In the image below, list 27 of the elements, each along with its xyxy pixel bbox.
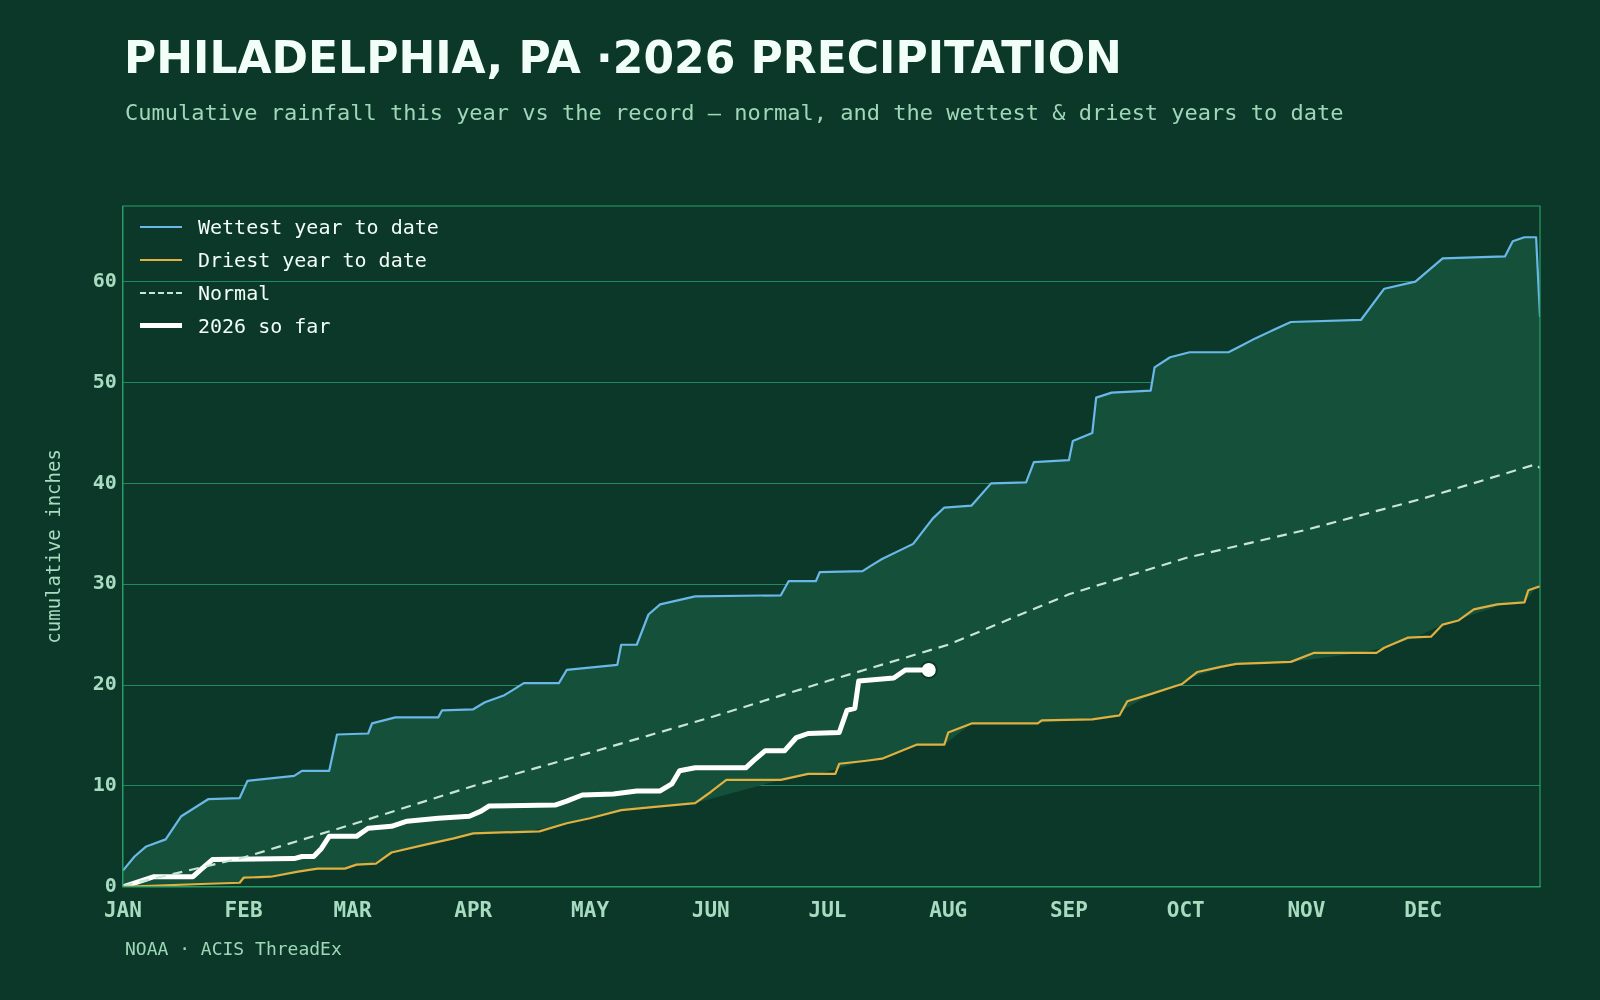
y-tick-label: 30 xyxy=(92,570,117,595)
x-tick-label: DEC xyxy=(1404,897,1443,922)
text: NOAA · ACIS ThreadEx xyxy=(125,938,342,959)
y-tick-label: 10 xyxy=(92,772,117,797)
x-tick-label: AUG xyxy=(929,897,968,922)
x-tick-label: SEP xyxy=(1049,897,1088,922)
legend-label: 2026 so far xyxy=(198,313,331,338)
y-tick-label: 40 xyxy=(92,469,117,494)
legend-label: Normal xyxy=(198,280,271,305)
x-tick-label: MAR xyxy=(333,897,372,922)
x-tick-label: JUL xyxy=(808,897,847,922)
legend-label: Wettest year to date xyxy=(198,214,439,239)
x-tick-label: NOV xyxy=(1287,897,1326,922)
y-tick-label: 20 xyxy=(92,671,117,696)
y-tick-label: 60 xyxy=(92,267,117,292)
chart-title: PHILADELPHIA, PA ·2026 PRECIPITATION xyxy=(124,32,1122,83)
y-axis-title: cumulative inches xyxy=(42,449,65,644)
chart-subtitle: Cumulative rainfall this year vs the record — normal, and the wettest & driest years to date xyxy=(125,100,1344,125)
x-tick-label: JUN xyxy=(691,897,730,922)
y-tick-label: 0 xyxy=(104,873,117,897)
x-tick-label: FEB xyxy=(224,897,263,922)
x-tick-label: JAN xyxy=(103,897,142,922)
x-tick-label: OCT xyxy=(1166,897,1205,922)
y-tick-label: 50 xyxy=(92,368,117,393)
x-tick-label: MAY xyxy=(571,897,610,922)
legend-label: Driest year to date xyxy=(198,247,427,272)
x-tick-label: APR xyxy=(454,897,493,922)
